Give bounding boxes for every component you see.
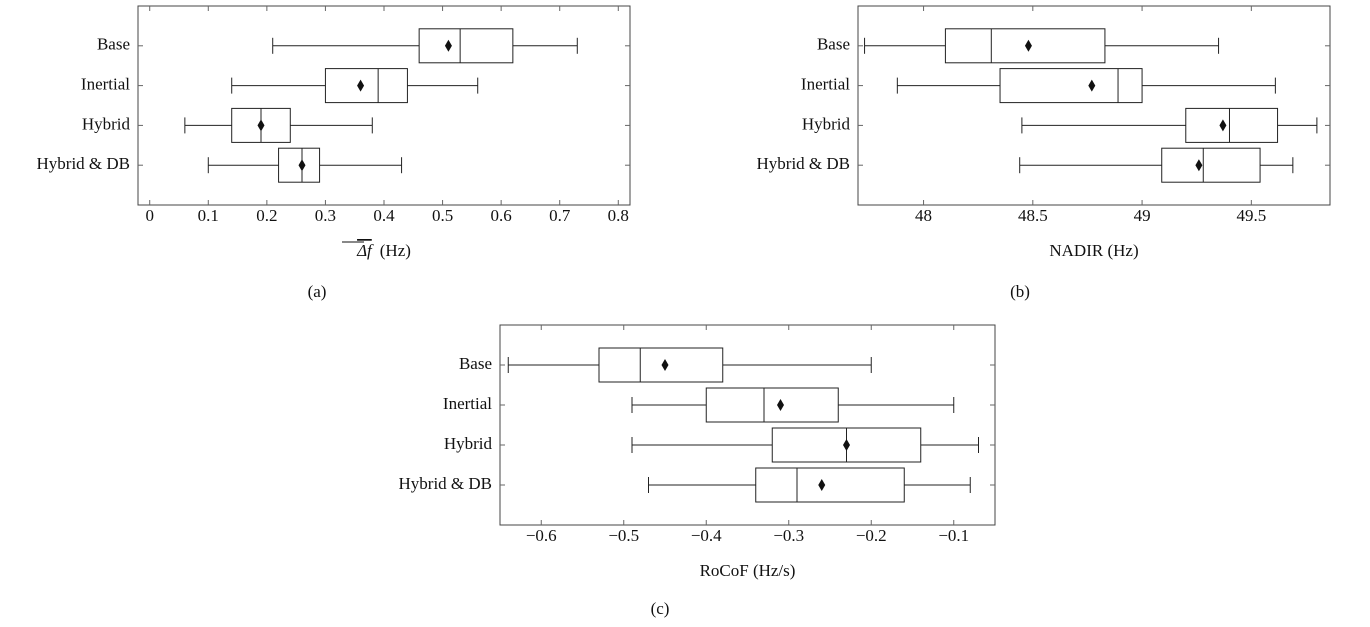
plot-frame bbox=[499, 324, 996, 526]
caption: (c) bbox=[651, 599, 670, 618]
box bbox=[1185, 107, 1279, 143]
x-axis-label: Δf (Hz) bbox=[356, 241, 411, 260]
x-tick-label: 0.4 bbox=[373, 206, 395, 225]
x-tick-label: −0.6 bbox=[526, 526, 557, 545]
box bbox=[598, 347, 724, 383]
x-tick-label: 0.8 bbox=[608, 206, 629, 225]
caption: (a) bbox=[308, 282, 327, 301]
x-tick-label: 0.1 bbox=[198, 206, 219, 225]
x-tick-label: −0.4 bbox=[691, 526, 722, 545]
box bbox=[705, 387, 839, 423]
y-tick-label: Inertial bbox=[801, 75, 850, 94]
mean-marker bbox=[298, 159, 306, 172]
mean-marker bbox=[444, 39, 452, 52]
x-tick-label: 0.7 bbox=[549, 206, 571, 225]
y-tick-label: Inertial bbox=[443, 394, 492, 413]
x-tick-label: 49 bbox=[1134, 206, 1151, 225]
mean-marker bbox=[357, 79, 365, 92]
box bbox=[999, 68, 1143, 104]
y-tick-label: Hybrid bbox=[444, 434, 493, 453]
y-tick-label: Hybrid bbox=[82, 114, 131, 133]
mean-marker bbox=[843, 439, 850, 451]
x-tick-label: 49.5 bbox=[1236, 206, 1266, 225]
mean-marker bbox=[1088, 79, 1096, 92]
caption: (b) bbox=[1010, 282, 1030, 301]
x-tick-label: 0 bbox=[145, 206, 154, 225]
x-axis-symbol: Δf bbox=[356, 241, 374, 260]
x-axis-label: NADIR (Hz) bbox=[1049, 241, 1138, 260]
x-axis-unit: (Hz) bbox=[380, 241, 411, 260]
x-tick-label: 0.3 bbox=[315, 206, 336, 225]
mean-marker bbox=[257, 119, 265, 132]
x-tick-label: −0.5 bbox=[608, 526, 639, 545]
y-tick-label: Hybrid & DB bbox=[757, 154, 851, 173]
mean-marker bbox=[1219, 119, 1227, 132]
y-tick-label: Inertial bbox=[81, 75, 130, 94]
x-tick-label: 0.5 bbox=[432, 206, 453, 225]
box bbox=[324, 68, 408, 104]
y-tick-label: Base bbox=[97, 35, 130, 54]
mean-marker bbox=[1195, 159, 1203, 172]
x-tick-label: 48 bbox=[915, 206, 932, 225]
x-tick-label: −0.3 bbox=[773, 526, 804, 545]
x-tick-label: −0.1 bbox=[938, 526, 969, 545]
box bbox=[1161, 147, 1261, 183]
mean-marker bbox=[818, 479, 826, 491]
plot-frame bbox=[857, 5, 1331, 206]
box bbox=[418, 28, 514, 64]
box bbox=[755, 467, 905, 503]
y-tick-label: Hybrid & DB bbox=[37, 154, 131, 173]
y-tick-label: Base bbox=[459, 354, 492, 373]
x-tick-label: −0.2 bbox=[856, 526, 887, 545]
y-tick-label: Base bbox=[817, 35, 850, 54]
mean-marker bbox=[777, 399, 784, 411]
plot-frame bbox=[137, 5, 631, 206]
x-tick-label: 48.5 bbox=[1018, 206, 1048, 225]
y-tick-label: Hybrid & DB bbox=[399, 474, 493, 493]
x-tick-label: 0.2 bbox=[256, 206, 277, 225]
mean-marker bbox=[661, 359, 669, 371]
mean-marker bbox=[1024, 39, 1032, 52]
y-tick-label: Hybrid bbox=[802, 114, 851, 133]
x-axis-label: RoCoF (Hz/s) bbox=[700, 561, 796, 580]
x-tick-label: 0.6 bbox=[491, 206, 512, 225]
